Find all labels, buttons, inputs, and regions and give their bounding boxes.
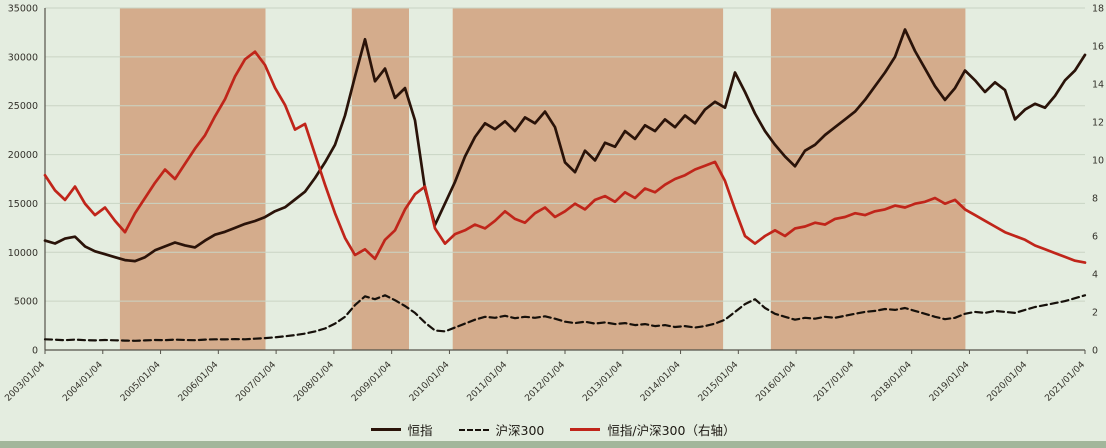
y-axis-label-right: 18	[1092, 4, 1104, 15]
csi300-dashed-swatch	[458, 428, 489, 431]
y-axis-label-left: 35000	[8, 4, 38, 15]
series-line-1	[43, 294, 1087, 342]
y-axis-label-right: 14	[1092, 80, 1104, 91]
shaded-band	[452, 8, 724, 350]
y-axis-label-left: 10000	[8, 248, 38, 259]
y-axis-label-right: 4	[1092, 270, 1098, 281]
shaded-band	[351, 8, 409, 350]
x-axis-label: 2021/01/04	[1043, 360, 1087, 404]
hsi-line-swatch	[370, 428, 401, 431]
x-axis-label: 2005/01/04	[119, 360, 163, 404]
legend-label-csi300: 沪深300	[495, 423, 545, 438]
y-axis-label-left: 0	[32, 346, 38, 357]
series-line-0	[43, 28, 1087, 263]
y-axis-label-right: 8	[1092, 194, 1098, 205]
x-axis-label: 2004/01/04	[61, 360, 105, 404]
legend-item-csi300: 沪深300	[458, 420, 545, 439]
x-axis-label: 2015/01/04	[697, 360, 741, 404]
x-axis-label: 2020/01/04	[986, 360, 1030, 404]
chart-legend: 恒指 沪深300 恒指/沪深300（右轴）	[0, 420, 1106, 439]
x-axis-label: 2018/01/04	[870, 360, 914, 404]
x-axis-label: 2012/01/04	[523, 360, 567, 404]
footer-bar	[0, 441, 1106, 448]
y-axis-label-left: 25000	[8, 101, 38, 112]
x-axis-label: 2003/01/04	[3, 360, 47, 404]
y-axis-label-right: 0	[1092, 346, 1098, 357]
x-axis-label: 2008/01/04	[292, 360, 336, 404]
y-axis-label-right: 12	[1092, 118, 1104, 129]
shaded-band	[770, 8, 966, 350]
y-axis-label-right: 2	[1092, 308, 1098, 319]
series-line-2	[43, 50, 1087, 264]
x-axis-label: 2011/01/04	[466, 360, 510, 404]
x-axis-label: 2019/01/04	[928, 360, 972, 404]
x-axis-label: 2014/01/04	[639, 360, 683, 404]
y-axis-label-right: 10	[1092, 156, 1104, 167]
y-axis-label-right: 6	[1092, 232, 1098, 243]
x-axis-label: 2017/01/04	[812, 360, 856, 404]
ratio-line-swatch	[570, 428, 601, 431]
x-axis-label: 2006/01/04	[177, 360, 221, 404]
x-axis-label: 2013/01/04	[581, 360, 625, 404]
legend-label-ratio: 恒指/沪深300（右轴）	[607, 423, 736, 438]
x-axis-label: 2016/01/04	[754, 360, 798, 404]
legend-item-ratio: 恒指/沪深300（右轴）	[570, 420, 735, 439]
legend-item-hsi: 恒指	[370, 420, 433, 439]
y-axis-label-left: 20000	[8, 150, 38, 161]
x-axis-label: 2010/01/04	[408, 360, 452, 404]
x-axis-label: 2009/01/04	[350, 360, 394, 404]
y-axis-label-left: 5000	[14, 297, 38, 308]
legend-label-hsi: 恒指	[407, 423, 433, 438]
y-axis-label-left: 15000	[8, 199, 38, 210]
y-axis-label-right: 16	[1092, 42, 1104, 53]
y-axis-label-left: 30000	[8, 52, 38, 63]
x-axis-label: 2007/01/04	[234, 360, 278, 404]
